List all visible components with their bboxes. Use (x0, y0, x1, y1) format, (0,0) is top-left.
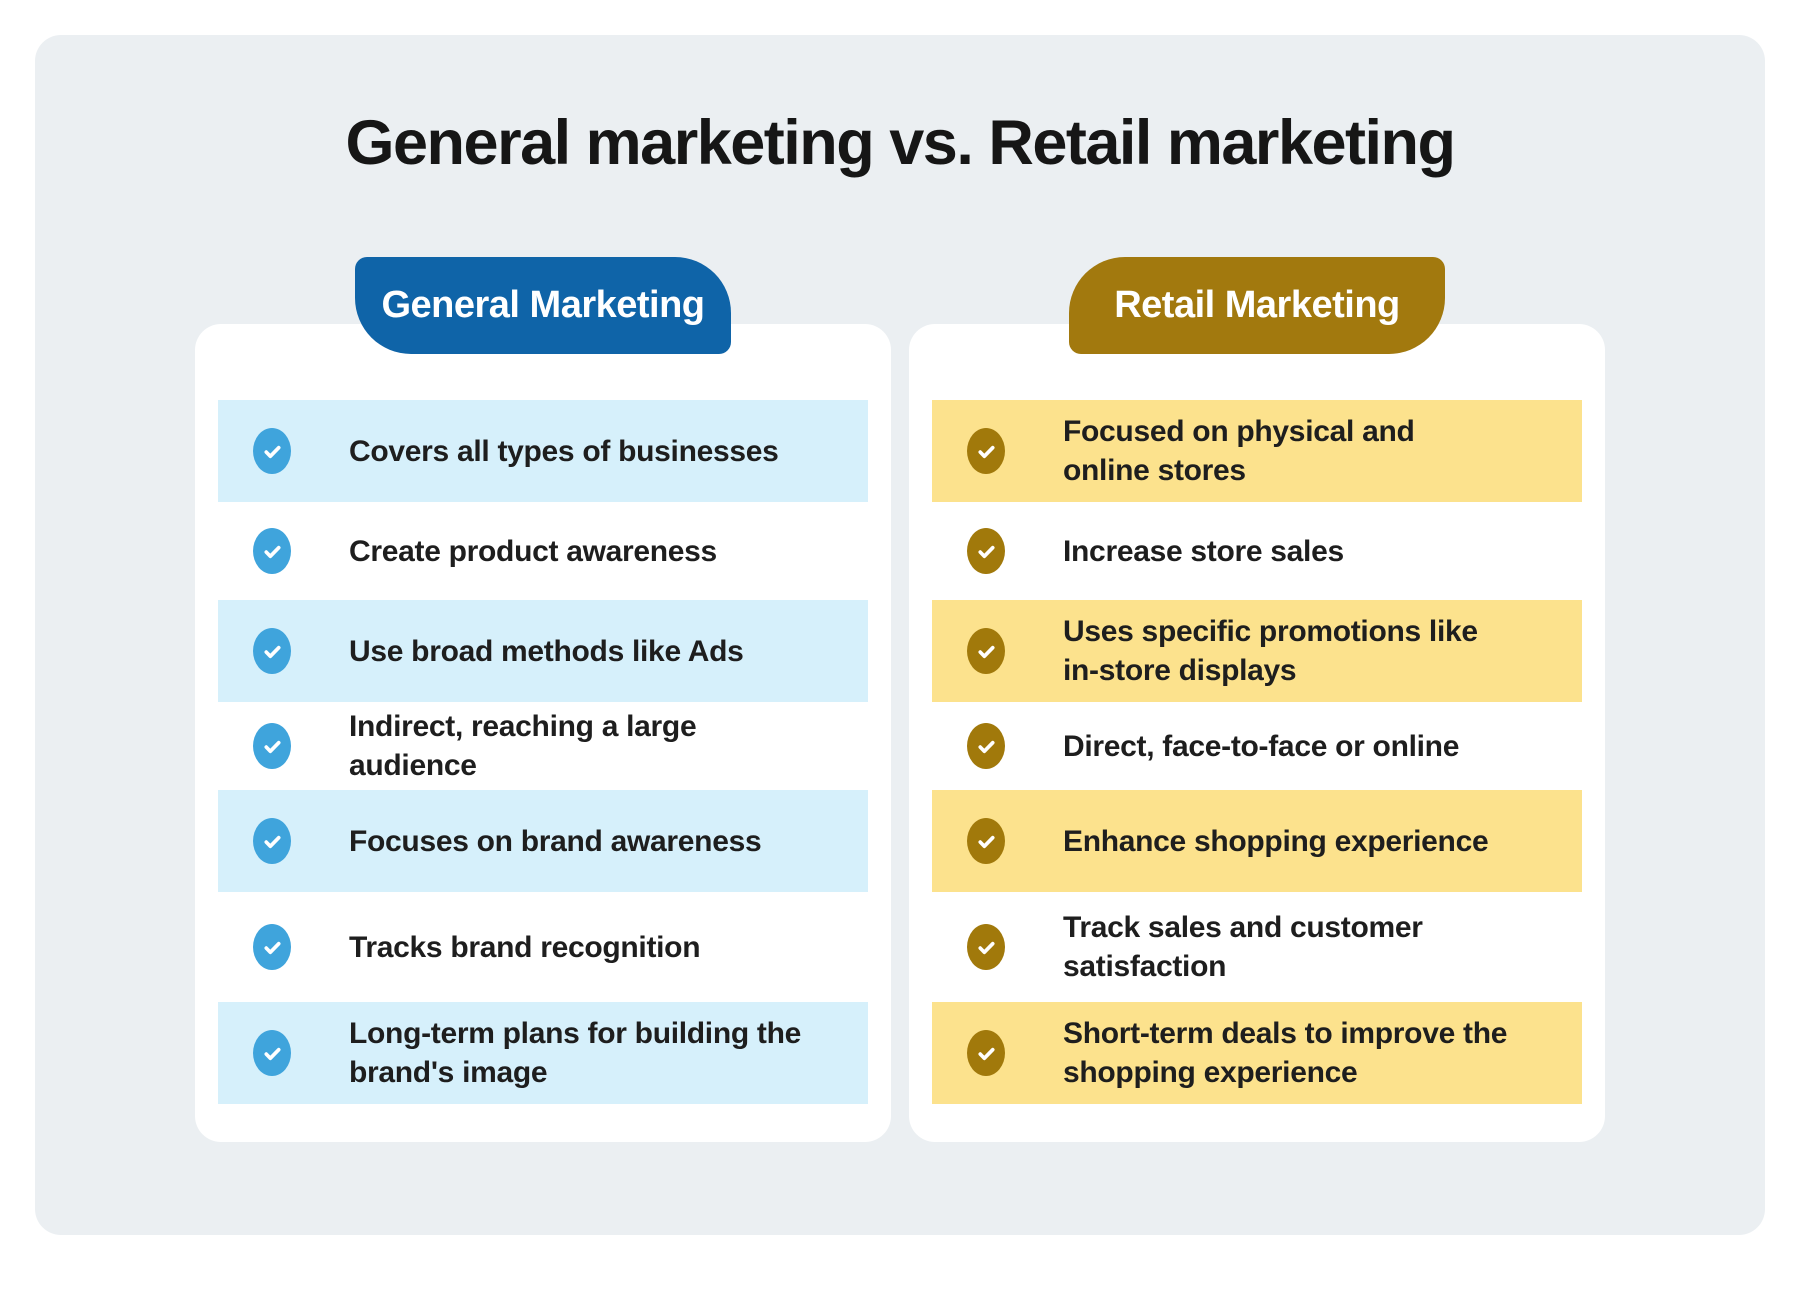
checkmark-icon (253, 628, 291, 674)
checkmark-icon (967, 428, 1005, 474)
list-item: Uses specific promotions like in-store d… (932, 600, 1582, 702)
card-retail-marketing: Focused on physical and online stores In… (909, 324, 1605, 1142)
checkmark-icon (967, 628, 1005, 674)
list-item-label: Track sales and customer satisfaction (1063, 911, 1423, 983)
checkmark-icon (253, 723, 291, 769)
infographic: General marketing vs. Retail marketing G… (0, 35, 1800, 1235)
list-item: Track sales and customer satisfaction (932, 892, 1582, 1002)
list-item-label: Focuses on brand awareness (349, 824, 762, 858)
column-header-label: Retail Marketing (1114, 284, 1400, 326)
list-item: Tracks brand recognition (218, 892, 868, 1002)
checkmark-icon (253, 1030, 291, 1076)
list-item-label: Tracks brand recognition (349, 930, 701, 964)
list-item: Long-term plans for building the brand's… (218, 1002, 868, 1104)
list-item-label: Focused on physical and online stores (1063, 415, 1415, 487)
page-title: General marketing vs. Retail marketing (345, 108, 1456, 178)
checkmark-icon (253, 528, 291, 574)
card-general-marketing: Covers all types of businesses Create pr… (195, 324, 891, 1142)
list-item-label: Uses specific promotions like in-store d… (1063, 615, 1478, 687)
checkmark-icon (967, 528, 1005, 574)
list-item: Covers all types of businesses (218, 400, 868, 502)
checkmark-icon (967, 1030, 1005, 1076)
infographic-canvas: General marketing vs. Retail marketing G… (35, 35, 1765, 1235)
checkmark-icon (253, 818, 291, 864)
list-item: Increase store sales (932, 502, 1582, 600)
list-item-label: Long-term plans for building the brand's… (349, 1017, 802, 1089)
list-item: Direct, face-to-face or online (932, 702, 1582, 790)
list-item-label: Increase store sales (1063, 534, 1344, 568)
list-item-label: Use broad methods like Ads (349, 634, 744, 668)
comparison-column-general-marketing: General Marketing Covers all types of bu… (195, 257, 891, 1142)
checkmark-icon (967, 924, 1005, 970)
list-item: Use broad methods like Ads (218, 600, 868, 702)
checkmark-icon (253, 924, 291, 970)
list-item-label: Enhance shopping experience (1063, 824, 1489, 858)
list-item: Create product awareness (218, 502, 868, 600)
list-item: Focused on physical and online stores (932, 400, 1582, 502)
column-header-label: General Marketing (381, 284, 705, 326)
list-item: Enhance shopping experience (932, 790, 1582, 892)
checkmark-icon (253, 428, 291, 474)
list-item: Focuses on brand awareness (218, 790, 868, 892)
list-item: Indirect, reaching a large audience (218, 702, 868, 790)
comparison-columns: General Marketing Covers all types of bu… (35, 257, 1765, 1142)
list-item-label: Covers all types of businesses (349, 434, 779, 468)
list-item-label: Create product awareness (349, 534, 717, 568)
list-item-label: Short-term deals to improve the shopping… (1063, 1017, 1508, 1089)
tab-retail-marketing: Retail Marketing (1069, 257, 1445, 354)
list-item-label: Direct, face-to-face or online (1063, 729, 1460, 763)
list-item-label: Indirect, reaching a large audience (349, 710, 697, 782)
list-item: Short-term deals to improve the shopping… (932, 1002, 1582, 1104)
comparison-column-retail-marketing: Retail Marketing Focused on physical and… (909, 257, 1605, 1142)
tab-general-marketing: General Marketing (355, 257, 731, 354)
checkmark-icon (967, 818, 1005, 864)
checkmark-icon (967, 723, 1005, 769)
